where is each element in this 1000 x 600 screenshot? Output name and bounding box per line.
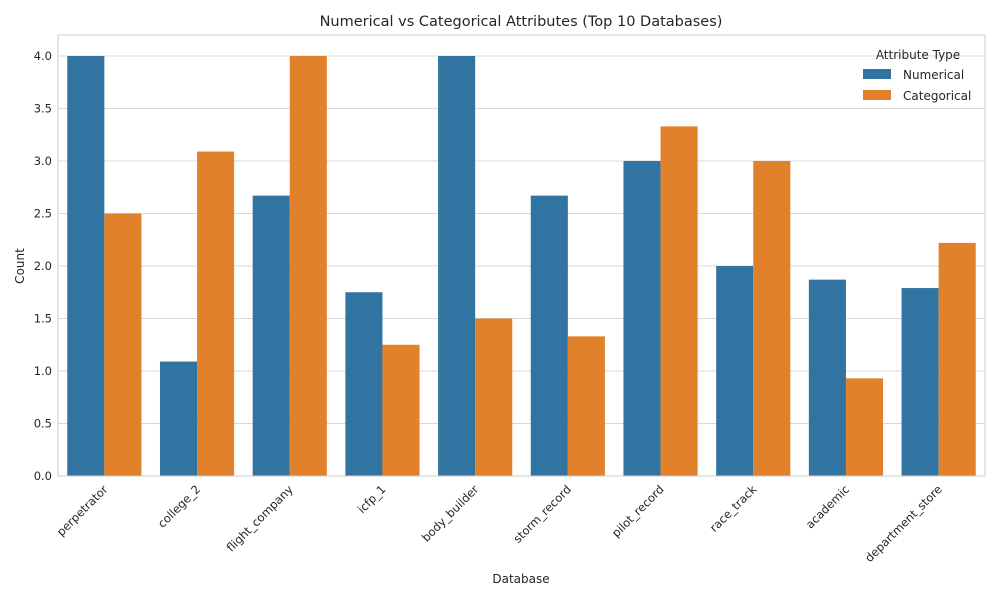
- bar-numerical-icfp-1: [345, 292, 383, 476]
- bar-numerical-flight-company: [252, 195, 290, 476]
- plot-frame: [57, 34, 986, 477]
- bar-categorical-pilot-record: [660, 126, 698, 476]
- bar-categorical-body-builder: [475, 318, 513, 476]
- bar-categorical-perpetrator: [104, 213, 142, 476]
- bar-categorical-college-2: [197, 151, 235, 477]
- legend-title: Attribute Type: [876, 48, 960, 62]
- y-tick-label: 4.0: [34, 49, 52, 63]
- bar-numerical-body-builder: [438, 56, 476, 476]
- bar-numerical-perpetrator: [67, 56, 105, 476]
- bar-categorical-icfp-1: [382, 344, 420, 476]
- legend: Attribute Type Numerical Categorical: [863, 48, 971, 103]
- bar-categorical-flight-company: [289, 56, 327, 476]
- legend-swatch-numerical: [863, 69, 891, 79]
- bar-numerical-college-2: [159, 361, 198, 476]
- y-tick-labels: 0.0 0.5 1.0 1.5 2.0 2.5 3.0 3.5 4.0: [34, 49, 52, 483]
- bars: [67, 56, 976, 477]
- bar-numerical-academic: [808, 279, 846, 476]
- legend-swatch-categorical: [863, 90, 891, 100]
- y-tick-label: 3.5: [34, 102, 52, 116]
- bar-categorical-race-track: [753, 161, 791, 476]
- bar-categorical-department-store: [938, 242, 976, 476]
- y-tick-label: 1.5: [34, 312, 52, 326]
- bar-numerical-race-track: [716, 266, 754, 476]
- y-tick-label: 2.0: [34, 259, 52, 273]
- chart-title: Numerical vs Categorical Attributes (Top…: [320, 14, 723, 30]
- legend-label-numerical: Numerical: [903, 68, 964, 82]
- bar-categorical-storm-record: [567, 336, 605, 476]
- y-axis-label: Count: [13, 248, 27, 284]
- legend-label-categorical: Categorical: [903, 89, 971, 103]
- y-tick-label: 2.5: [34, 207, 52, 221]
- y-tick-label: 3.0: [34, 154, 52, 168]
- bar-numerical-storm-record: [530, 195, 568, 476]
- y-tick-label: 0.5: [34, 417, 52, 431]
- y-tick-label: 0.0: [34, 469, 52, 483]
- x-axis-label: Database: [492, 572, 549, 586]
- bar-categorical-academic: [845, 378, 884, 476]
- y-tick-label: 1.0: [34, 364, 52, 378]
- bar-numerical-department-store: [901, 288, 939, 476]
- bar-numerical-pilot-record: [623, 161, 661, 476]
